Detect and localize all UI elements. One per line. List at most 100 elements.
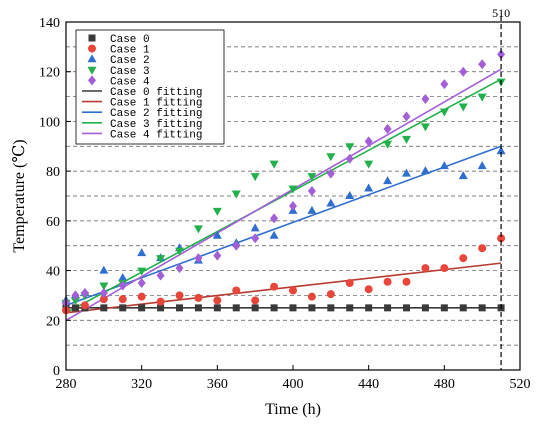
case-2-point	[383, 176, 393, 185]
case-1-point	[307, 292, 316, 301]
case-2-point	[420, 166, 430, 175]
case-2-point	[99, 265, 109, 274]
case-0-point	[346, 304, 354, 312]
legend-label-case-1: Case 1	[110, 45, 150, 57]
case-1-point	[137, 292, 146, 301]
case-3-point	[137, 267, 147, 276]
case-0-point	[213, 304, 221, 312]
legend-label-case-4: Case 4	[110, 76, 150, 88]
case-1-point	[459, 254, 468, 263]
case-3-fitting-line	[65, 78, 502, 314]
case-3-point	[477, 93, 487, 102]
case-1-point	[421, 264, 430, 273]
case-1-point	[497, 234, 506, 243]
case-3-point	[420, 123, 430, 132]
y-tick-label: 100	[39, 115, 60, 130]
case-1-point	[232, 286, 241, 295]
case-2-point	[402, 168, 411, 177]
legend-label-case-0: Case 0	[110, 34, 150, 46]
case-1-point	[156, 297, 165, 306]
case-0-point	[384, 304, 392, 312]
case-4-point	[232, 240, 241, 251]
y-tick-label: 20	[46, 314, 60, 329]
case-0-point	[478, 304, 486, 312]
case-3-point	[70, 297, 80, 306]
case-4-point	[99, 287, 108, 298]
annotation: 510	[492, 6, 510, 370]
case-2-point	[326, 198, 336, 207]
case-2-point	[458, 171, 468, 180]
case-4-point	[421, 94, 430, 105]
case-3-point	[307, 173, 317, 182]
case-4-fitting-line	[65, 68, 502, 321]
case-1-point	[251, 296, 260, 305]
case-3-point	[250, 173, 260, 182]
case-0-point	[157, 304, 165, 312]
case-0-point	[176, 304, 183, 312]
case-3-point	[383, 140, 393, 149]
case-1-point	[270, 282, 279, 291]
case-0-point	[327, 304, 335, 312]
y-tick-label: 40	[46, 265, 60, 280]
case-2-point	[477, 161, 487, 170]
case-2-point	[307, 205, 317, 214]
x-tick-label: 360	[207, 377, 228, 392]
legend-marker-case-4	[88, 75, 96, 86]
legend-label-case-4-fitting: Case 4 fitting	[110, 129, 202, 141]
case-1-point	[175, 291, 184, 300]
case-1-point	[478, 244, 487, 253]
case-1-point	[289, 286, 297, 295]
case-1-point	[402, 277, 411, 286]
case-2-point	[269, 230, 279, 239]
x-tick-label: 320	[131, 377, 152, 392]
case-0-point	[270, 304, 278, 312]
case-4-point	[345, 153, 354, 164]
case-4-point	[194, 253, 203, 264]
case-0-point	[459, 304, 467, 312]
case-0-point	[119, 304, 127, 312]
case-4-point	[137, 278, 146, 288]
case-4-point	[478, 59, 487, 70]
legend-label-case-1-fitting: Case 1 fitting	[110, 98, 202, 110]
x-tick-label: 400	[283, 377, 304, 392]
case-2-point	[496, 146, 506, 155]
case-0-point	[440, 304, 448, 312]
case-4-point	[459, 66, 468, 77]
case-4-point	[213, 250, 222, 261]
case-4-point	[497, 49, 506, 60]
case-4-point	[156, 270, 165, 281]
x-axis-title: Time (h)	[265, 401, 321, 418]
case-4-point	[364, 136, 373, 147]
legend-label-case-3-fitting: Case 3 fitting	[110, 119, 202, 131]
case-3-point	[269, 160, 279, 169]
case-3-point	[288, 185, 298, 194]
y-tick-label: 80	[46, 165, 60, 180]
legend-label-case-2-fitting: Case 2 fitting	[110, 108, 202, 120]
x-tick-label: 520	[510, 377, 531, 392]
case-4-point	[383, 123, 392, 134]
case-3-point	[175, 247, 184, 256]
case-0-point	[421, 304, 429, 312]
case-0-point	[403, 304, 410, 312]
case-4-point	[118, 280, 127, 291]
case-4-point	[440, 79, 449, 90]
legend-label-case-2: Case 2	[110, 55, 150, 67]
case-4-point	[251, 233, 260, 244]
case-1-point	[364, 285, 373, 294]
case-0-point	[71, 304, 79, 312]
case-2-point	[250, 223, 260, 232]
case-4-point	[326, 168, 335, 179]
case-0-point	[138, 304, 146, 312]
case-2-point	[118, 273, 128, 282]
legend-marker-case-2	[87, 54, 97, 63]
y-tick-label: 140	[39, 16, 60, 31]
case-4-point	[80, 287, 89, 298]
case-0-point	[232, 304, 240, 312]
case-3-point	[231, 190, 241, 199]
case-3-point	[326, 153, 336, 162]
case-3-point	[458, 103, 468, 112]
case-1-point	[118, 295, 127, 304]
case-3-point	[99, 282, 109, 291]
